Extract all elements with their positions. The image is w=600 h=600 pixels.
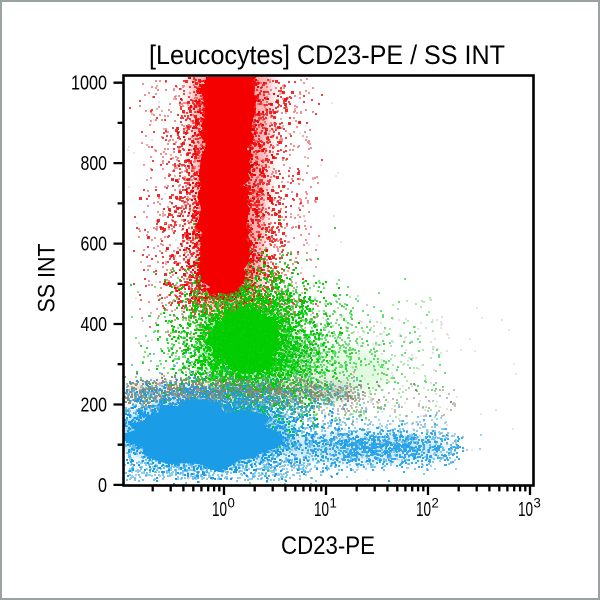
svg-text:0: 0 xyxy=(228,496,235,511)
svg-text:[Leucocytes] CD23-PE / SS INT: [Leucocytes] CD23-PE / SS INT xyxy=(149,40,505,70)
svg-text:600: 600 xyxy=(81,234,108,256)
svg-text:10: 10 xyxy=(416,499,431,521)
svg-text:SS INT: SS INT xyxy=(34,243,61,312)
svg-text:10: 10 xyxy=(518,499,533,521)
svg-text:10: 10 xyxy=(314,499,329,521)
svg-text:2: 2 xyxy=(432,496,439,511)
svg-text:800: 800 xyxy=(81,153,108,175)
svg-text:0: 0 xyxy=(98,475,107,497)
svg-text:200: 200 xyxy=(81,395,108,417)
svg-text:1000: 1000 xyxy=(71,73,107,95)
svg-text:400: 400 xyxy=(81,314,108,336)
svg-text:CD23-PE: CD23-PE xyxy=(281,532,375,560)
svg-text:10: 10 xyxy=(212,499,227,521)
svg-text:1: 1 xyxy=(330,496,337,511)
svg-text:3: 3 xyxy=(534,496,541,511)
